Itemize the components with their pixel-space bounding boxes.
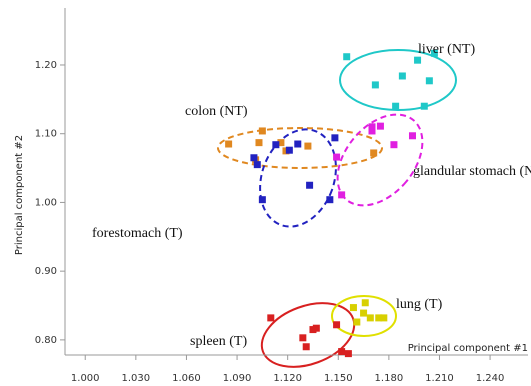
- data-point: [285, 146, 293, 154]
- data-point: [326, 196, 334, 204]
- data-point: [299, 334, 307, 342]
- data-point: [338, 348, 346, 356]
- x-tick-label: 1.150: [324, 373, 353, 384]
- data-point: [420, 102, 428, 110]
- x-axis-title: Principal component #1: [408, 343, 528, 354]
- x-tick-label: 1.090: [223, 373, 252, 384]
- data-point: [360, 309, 368, 317]
- data-point: [343, 53, 351, 61]
- y-tick-label: 1.10: [35, 129, 57, 140]
- data-point: [344, 350, 352, 358]
- data-point: [366, 314, 374, 322]
- x-tick-label: 1.060: [172, 373, 201, 384]
- x-tick-label: 1.180: [375, 373, 404, 384]
- y-tick-label: 1.20: [35, 60, 57, 71]
- data-point: [349, 304, 357, 312]
- data-point: [368, 127, 376, 135]
- data-point: [425, 77, 433, 85]
- data-point: [380, 314, 388, 322]
- cluster-label: lung (T): [396, 297, 443, 312]
- data-point: [312, 324, 320, 332]
- data-point: [302, 343, 310, 351]
- data-point: [331, 134, 339, 142]
- data-point: [225, 140, 233, 148]
- data-point: [258, 196, 266, 204]
- cluster-ellipse: [217, 127, 383, 169]
- data-point: [277, 139, 285, 147]
- cluster-label: liver (NT): [418, 42, 475, 57]
- data-point: [304, 142, 312, 150]
- cluster-ellipse: [260, 302, 356, 368]
- y-tick-label: 0.90: [35, 266, 57, 277]
- data-point: [253, 161, 261, 169]
- x-tick-label: 1.000: [71, 373, 100, 384]
- data-point: [371, 81, 379, 89]
- data-point: [333, 321, 341, 329]
- cluster-ellipse: [336, 113, 424, 207]
- data-point: [255, 139, 263, 147]
- cluster-ellipse: [259, 128, 337, 228]
- data-point: [375, 314, 383, 322]
- data-point: [408, 132, 416, 140]
- cluster-ellipse: [331, 295, 397, 337]
- data-point: [306, 181, 314, 189]
- y-tick-label: 0.80: [35, 335, 57, 346]
- data-point: [338, 191, 346, 199]
- data-point: [376, 122, 384, 130]
- data-point: [361, 299, 369, 307]
- x-tick-label: 1.240: [476, 373, 505, 384]
- data-point: [267, 314, 275, 322]
- data-point: [272, 141, 280, 149]
- cluster-label: forestomach (T): [92, 226, 183, 241]
- data-point: [392, 102, 400, 110]
- data-point: [258, 127, 266, 135]
- data-point: [353, 318, 361, 326]
- cluster-label: glandular stomach (NT): [413, 164, 531, 179]
- group-ellipses: [217, 49, 457, 368]
- cluster-ellipse: [339, 49, 457, 111]
- cluster-label: spleen (T): [190, 334, 247, 349]
- data-point: [430, 49, 438, 57]
- data-point: [368, 123, 376, 131]
- y-tick-label: 1.00: [35, 197, 57, 208]
- data-point: [294, 140, 302, 148]
- data-point: [390, 141, 398, 149]
- x-tick-label: 1.210: [425, 373, 454, 384]
- data-point: [414, 56, 422, 64]
- cluster-label: colon (NT): [185, 104, 248, 119]
- y-axis-title: Principal component #2: [14, 135, 25, 255]
- data-point: [333, 153, 341, 161]
- data-point: [250, 154, 258, 162]
- data-point: [370, 149, 378, 157]
- x-tick-label: 1.030: [122, 373, 151, 384]
- x-tick-label: 1.120: [273, 373, 302, 384]
- data-point: [398, 72, 406, 80]
